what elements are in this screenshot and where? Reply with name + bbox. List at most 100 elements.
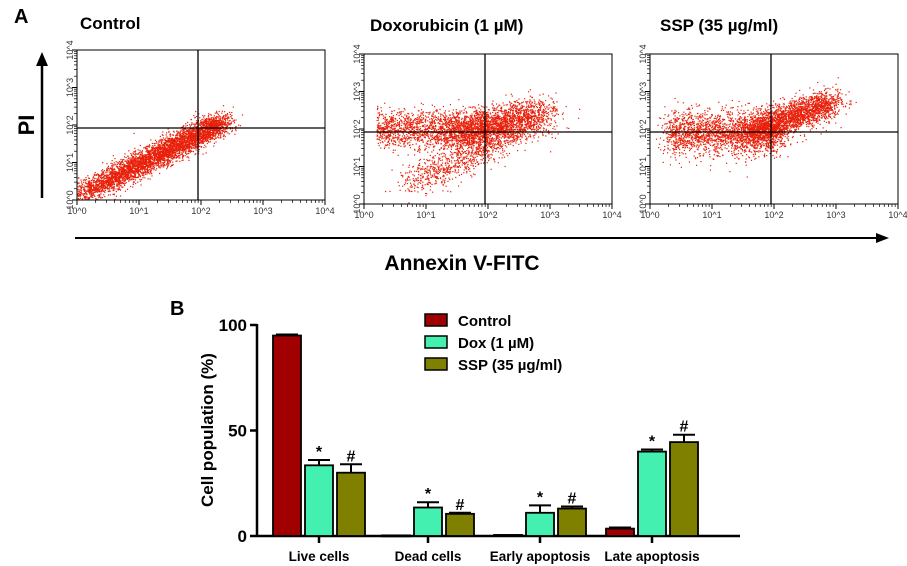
scatter-point — [161, 142, 163, 144]
scatter-point — [132, 155, 135, 158]
scatter-point — [194, 125, 196, 127]
scatter-point — [222, 126, 224, 128]
scatter-point — [127, 174, 129, 176]
scatter-point — [126, 165, 128, 168]
scatter-point — [143, 166, 145, 168]
scatter-point — [169, 147, 171, 149]
scatter-point — [80, 190, 83, 192]
scatter-point — [177, 152, 180, 155]
scatter-point — [211, 134, 214, 137]
scatter-point — [104, 189, 106, 191]
x-tick-label: 10^4 — [315, 206, 334, 216]
scatter-point — [106, 181, 108, 184]
scatter-point — [110, 183, 112, 185]
scatter-point — [149, 166, 152, 168]
scatter-point — [149, 152, 152, 154]
scatter-point — [486, 106, 488, 108]
scatter-point — [384, 117, 386, 119]
scatter-point — [104, 188, 106, 190]
scatter-point — [146, 151, 148, 153]
scatter-point — [140, 154, 143, 156]
scatter-point — [419, 174, 422, 176]
scatter-point — [205, 124, 208, 126]
y-tick-label: 10^3 — [65, 78, 75, 97]
scatter-point — [137, 157, 139, 159]
scatter-point — [201, 141, 203, 143]
scatter-point — [103, 181, 105, 184]
scatter-point — [172, 142, 174, 145]
scatter-point — [147, 170, 150, 172]
scatter-point — [118, 183, 120, 186]
scatter-point — [152, 154, 154, 156]
scatter-point — [100, 189, 102, 191]
scatter-point — [437, 170, 439, 172]
scatter-point — [118, 171, 120, 173]
x-axis-label-annexin: Annexin V-FITC — [384, 252, 539, 275]
scatter-point — [97, 179, 99, 181]
scatter-point — [156, 156, 158, 158]
scatter-point — [421, 187, 423, 189]
scatter-point — [153, 162, 155, 164]
scatter-point — [139, 151, 141, 153]
scatter-point — [201, 142, 203, 144]
scatter-point — [394, 149, 396, 151]
scatter-point — [111, 181, 113, 183]
scatter-point — [112, 155, 114, 157]
scatter-point — [154, 157, 156, 159]
scatter-point — [161, 145, 164, 147]
scatter-point — [149, 150, 151, 152]
scatter-point — [221, 124, 223, 126]
scatter-point — [172, 146, 174, 148]
scatter-point — [162, 143, 165, 145]
scatter-points — [376, 89, 581, 204]
scatter-point — [116, 167, 119, 169]
scatter-point — [127, 162, 129, 164]
scatter-point — [146, 161, 149, 163]
scatter-point — [174, 148, 176, 150]
scatter-point — [135, 156, 138, 158]
scatter-point — [98, 186, 100, 189]
scatter-point — [161, 157, 163, 160]
scatter-point — [168, 149, 170, 151]
scatter-point — [169, 143, 171, 145]
scatter-point — [180, 136, 183, 138]
scatter-point — [228, 120, 230, 122]
scatter-point — [194, 134, 197, 136]
scatter-point — [239, 125, 242, 127]
scatter-point — [191, 132, 193, 134]
scatter-point — [113, 179, 116, 181]
scatter-point — [222, 115, 225, 118]
scatter-point — [391, 169, 393, 171]
scatter-point — [211, 133, 214, 135]
scatter-point — [167, 162, 169, 164]
scatter-point — [116, 171, 118, 173]
scatter-point — [102, 184, 105, 186]
scatter-point — [153, 161, 155, 163]
scatter-point — [175, 154, 178, 157]
scatter-point — [154, 152, 156, 155]
scatter-point — [176, 145, 178, 148]
scatter-point — [176, 140, 178, 142]
scatter-point — [188, 143, 191, 145]
scatter-point — [144, 147, 146, 149]
scatter-point — [211, 129, 214, 132]
scatter-point — [86, 186, 88, 188]
scatter-point — [203, 146, 205, 149]
scatter-point — [418, 174, 420, 176]
scatter-point — [178, 140, 180, 142]
scatter-point — [163, 159, 165, 162]
scatter-point — [109, 178, 111, 180]
scatter-point — [123, 165, 125, 167]
scatter-point — [122, 179, 125, 181]
scatter-point — [122, 161, 124, 163]
scatter-point — [132, 176, 134, 178]
scatter-point — [189, 135, 191, 138]
scatter-point — [161, 153, 163, 155]
scatter-point — [171, 141, 174, 143]
scatter-point — [163, 149, 165, 152]
scatter-point — [137, 159, 139, 161]
scatter-point — [91, 182, 93, 184]
scatter-point — [111, 178, 113, 180]
scatter-point — [118, 180, 120, 183]
scatter-point — [119, 162, 121, 164]
